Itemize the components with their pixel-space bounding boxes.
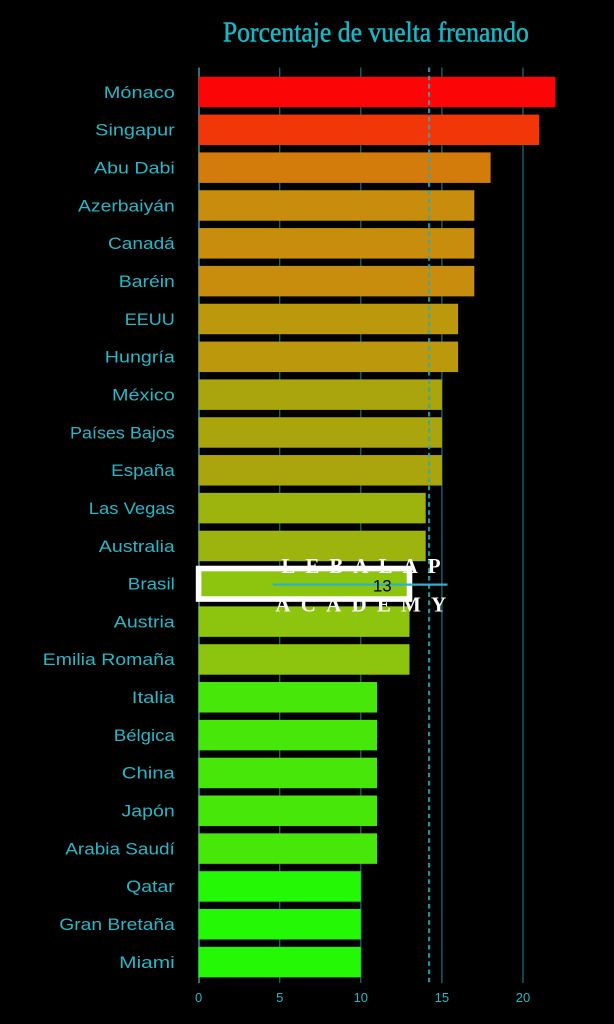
svg-text:Azerbaiyán: Azerbaiyán [78, 196, 175, 215]
svg-text:Qatar: Qatar [126, 877, 175, 896]
svg-text:Gran Bretaña: Gran Bretaña [59, 915, 175, 934]
svg-text:Baréin: Baréin [119, 272, 175, 291]
svg-text:Singapur: Singapur [95, 121, 175, 140]
svg-text:ACADEMY: ACADEMY [275, 592, 456, 616]
svg-text:Porcentaje de vuelta frenando: Porcentaje de vuelta frenando [223, 17, 529, 49]
svg-text:Arabia Saudí: Arabia Saudí [65, 839, 175, 858]
svg-text:5: 5 [276, 990, 283, 1005]
svg-text:13: 13 [373, 576, 392, 595]
svg-text:Países Bajos: Países Bajos [70, 423, 175, 442]
svg-text:LEBALAP: LEBALAP [281, 554, 450, 578]
svg-text:China: China [122, 764, 176, 783]
svg-text:Abu Dabi: Abu Dabi [94, 159, 175, 178]
svg-text:México: México [112, 385, 175, 404]
svg-text:15: 15 [435, 990, 449, 1005]
svg-text:Japón: Japón [122, 802, 175, 821]
svg-text:Canadá: Canadá [108, 234, 175, 253]
svg-text:España: España [111, 461, 175, 480]
svg-text:Bélgica: Bélgica [114, 726, 176, 745]
svg-text:Brasil: Brasil [128, 575, 175, 594]
svg-text:Emilia Romaña: Emilia Romaña [43, 650, 176, 669]
svg-text:Las Vegas: Las Vegas [89, 499, 175, 518]
svg-text:10: 10 [354, 990, 368, 1005]
svg-text:Mónaco: Mónaco [104, 83, 175, 102]
svg-text:EEUU: EEUU [125, 310, 175, 329]
svg-text:Australia: Australia [99, 537, 176, 556]
svg-text:0: 0 [195, 990, 202, 1005]
svg-text:20: 20 [516, 990, 530, 1005]
svg-text:Austria: Austria [114, 612, 176, 631]
svg-text:Italia: Italia [132, 688, 176, 707]
svg-text:Hungría: Hungría [105, 348, 176, 367]
svg-text:Miami: Miami [119, 953, 175, 972]
